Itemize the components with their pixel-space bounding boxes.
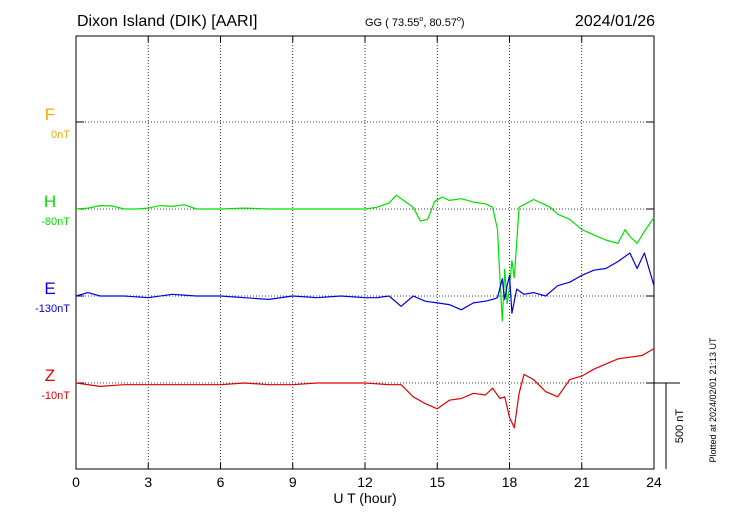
x-tick-label-9: 9 [289,474,297,490]
x-tick-label-6: 6 [217,474,225,490]
h-component-label: H [44,192,56,211]
z-series-line [75,348,655,429]
x-tick-label-15: 15 [429,474,445,490]
x-tick-label-3: 3 [144,474,152,490]
geographic-coordinates: GG ( 73.55o, 80.57o) [365,16,465,29]
e-baseline-value: -130nT [35,303,70,315]
x-tick-label-18: 18 [502,474,518,490]
date-label: 2024/01/26 [575,13,655,30]
series-lines [75,194,655,429]
scale-bar: 500 nT [654,382,686,469]
x-tick-label-12: 12 [357,474,373,490]
h-baseline-value: -80nT [41,216,70,228]
vertical-gridlines [147,36,583,469]
e-component-label: E [44,279,55,298]
x-tick-label-21: 21 [574,474,590,490]
station-title: Dixon Island (DIK) [AARI] [77,13,258,30]
f-baseline-value: 0nT [51,129,70,141]
z-component-label: Z [45,366,55,385]
scale-bar-label: 500 nT [674,409,686,444]
e-series-line [75,252,655,314]
x-axis-label: U T (hour) [333,490,396,506]
f-component-label: F [45,105,55,124]
x-tick-label-24: 24 [646,474,662,490]
component-labels: F 0nT H -80nT E -130nT Z -10nT [35,105,70,402]
x-axis-ticks: 0 3 6 9 12 15 18 21 24 [72,36,662,490]
x-tick-label-0: 0 [72,474,80,490]
plotted-at-note: Plotted at 2024/02/01 21:13 UT [708,337,718,463]
h-series-line [75,194,655,322]
z-baseline-value: -10nT [41,390,70,402]
